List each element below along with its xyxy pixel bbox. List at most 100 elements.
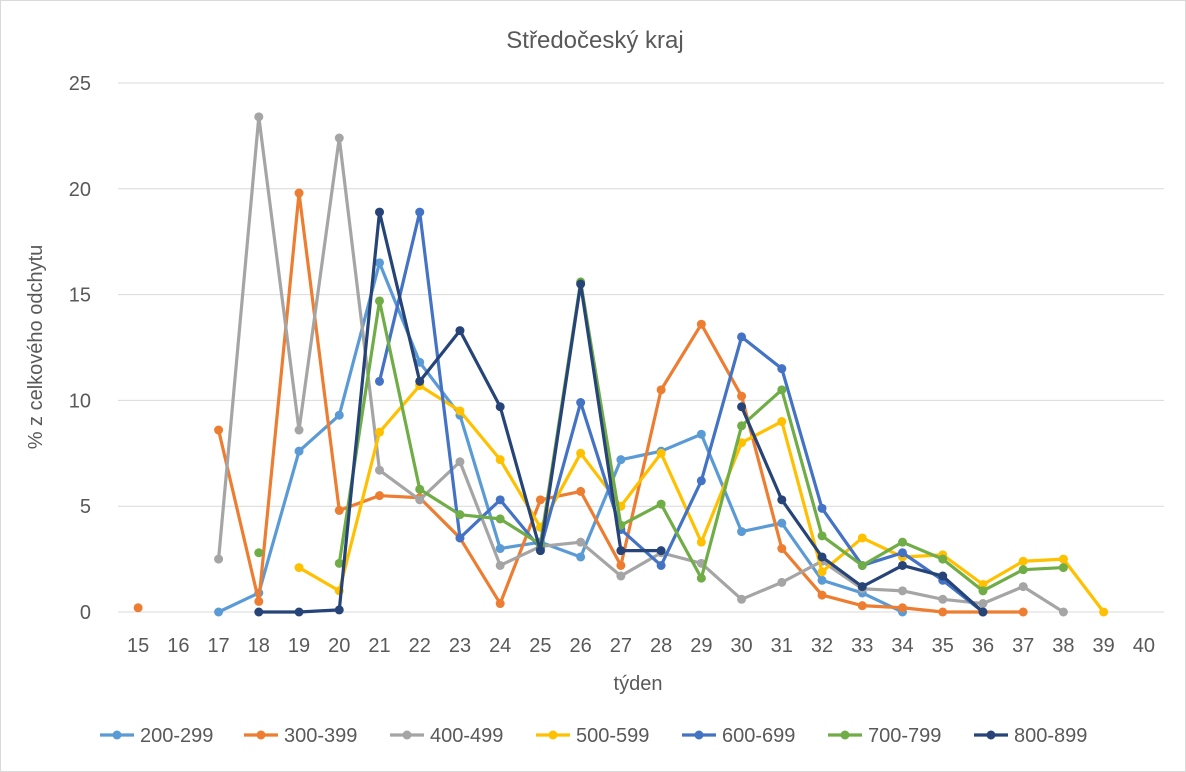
- data-point-600-699-34: [898, 548, 907, 558]
- legend-item-300-399: 300-399: [244, 725, 357, 747]
- x-tick-label: 22: [409, 635, 431, 657]
- legend-item-400-499: 400-499: [390, 725, 503, 747]
- data-point-700-799-24: [495, 514, 505, 524]
- x-tick-label: 21: [368, 635, 390, 657]
- legend-item-700-799: 700-799: [828, 725, 941, 747]
- legend-swatch-marker: [256, 730, 266, 740]
- data-point-400-499-37: [1018, 582, 1028, 592]
- data-point-300-399-37: [1018, 607, 1028, 617]
- data-point-800-899-36: [978, 607, 988, 617]
- x-tick-label: 40: [1133, 635, 1155, 657]
- data-point-400-499-34: [898, 586, 907, 596]
- legend-label: 800-899: [1014, 725, 1087, 747]
- x-tick-label: 31: [771, 635, 793, 657]
- data-point-700-799-18: [254, 548, 264, 558]
- legend-label: 200-299: [140, 725, 213, 747]
- data-point-700-799-20: [334, 558, 344, 568]
- data-point-600-699-29: [696, 476, 706, 486]
- chart-title: Středočeský kraj: [506, 27, 683, 54]
- data-point-300-399-21: [375, 491, 384, 501]
- data-point-700-799-34: [898, 537, 907, 547]
- data-point-300-399-15: [133, 603, 143, 613]
- data-point-700-799-21: [375, 296, 384, 306]
- data-point-800-899-24: [495, 402, 505, 412]
- series-line-600-699: [377, 210, 985, 614]
- data-point-300-399-24: [495, 599, 505, 609]
- data-point-800-899-20: [334, 605, 344, 615]
- data-point-300-399-29: [696, 319, 706, 329]
- data-point-800-899-18: [254, 607, 264, 617]
- data-point-700-799-35: [938, 554, 948, 564]
- data-point-600-699-22: [415, 207, 425, 217]
- data-point-200-299-21: [375, 258, 384, 268]
- data-point-700-799-33: [857, 560, 867, 570]
- x-tick-label: 16: [167, 635, 189, 657]
- data-point-500-599-36: [978, 579, 988, 589]
- data-point-300-399-18: [254, 596, 264, 606]
- x-tick-label: 19: [288, 635, 310, 657]
- data-point-200-299-32: [817, 575, 827, 585]
- data-point-400-499-38: [1058, 607, 1068, 617]
- x-tick-label: 32: [811, 635, 833, 657]
- legend-item-800-899: 800-899: [974, 725, 1087, 747]
- data-point-200-299-22: [415, 357, 425, 367]
- data-point-400-499-24: [495, 560, 505, 570]
- data-point-300-399-34: [898, 603, 907, 613]
- x-axis-label: týden: [614, 673, 663, 695]
- data-point-300-399-19: [294, 188, 304, 198]
- data-point-400-499-35: [938, 594, 948, 604]
- data-point-400-499-22: [415, 495, 425, 505]
- data-point-800-899-32: [817, 552, 827, 562]
- legend-label: 500-599: [576, 725, 649, 747]
- data-point-800-899-22: [415, 376, 425, 386]
- legend-swatch-marker: [986, 730, 996, 740]
- x-axis-ticks: 15 16 17 18 19 20 21 22 23 24 25 26 27 28 29 30 31 32 33 34…: [127, 635, 1155, 657]
- data-point-500-599-26: [576, 448, 586, 458]
- data-point-300-399-20: [334, 505, 344, 515]
- data-point-400-499-26: [576, 537, 586, 547]
- data-point-800-899-19: [294, 607, 304, 617]
- data-point-500-599-39: [1099, 607, 1109, 617]
- y-tick-label: 10: [69, 390, 91, 412]
- data-point-400-499-20: [334, 133, 344, 143]
- x-tick-label: 18: [248, 635, 270, 657]
- data-point-800-899-27: [616, 546, 626, 556]
- data-point-800-899-33: [857, 582, 867, 592]
- data-point-200-299-24: [495, 544, 505, 554]
- legend-label: 300-399: [284, 725, 357, 747]
- data-point-800-899-26: [576, 279, 586, 289]
- y-tick-label: 20: [69, 179, 91, 201]
- data-point-700-799-37: [1018, 565, 1028, 575]
- data-point-700-799-32: [817, 531, 827, 541]
- data-point-500-599-23: [455, 406, 465, 416]
- data-point-300-399-35: [938, 607, 948, 617]
- data-point-500-599-33: [857, 533, 867, 543]
- legend-item-600-699: 600-699: [682, 725, 795, 747]
- data-point-300-399-33: [857, 601, 867, 611]
- data-point-600-699-26: [576, 398, 586, 408]
- data-point-500-599-29: [696, 537, 706, 547]
- data-point-300-399-31: [777, 544, 787, 554]
- data-point-200-299-20: [334, 410, 344, 420]
- data-point-200-299-31: [777, 518, 787, 528]
- x-tick-label: 38: [1052, 635, 1074, 657]
- data-point-700-799-36: [978, 586, 988, 596]
- data-point-400-499-36: [978, 599, 988, 609]
- x-tick-label: 28: [650, 635, 672, 657]
- data-point-300-399-27: [616, 560, 626, 570]
- x-tick-label: 24: [489, 635, 511, 657]
- x-tick-label: 30: [730, 635, 752, 657]
- data-point-600-699-21: [375, 376, 384, 386]
- legend: 200-299 300-399 400-499 500-599 600-699 700-7…: [100, 725, 1087, 747]
- data-point-500-599-19: [294, 563, 304, 573]
- data-point-500-599-31: [777, 417, 787, 427]
- data-point-200-299-17: [214, 607, 224, 617]
- data-point-200-299-29: [696, 429, 706, 439]
- data-point-800-899-23: [455, 326, 465, 336]
- y-tick-label: 25: [69, 73, 91, 95]
- data-point-400-499-30: [737, 594, 747, 604]
- legend-item-200-299: 200-299: [100, 725, 213, 747]
- x-tick-label: 29: [690, 635, 712, 657]
- data-point-200-299-27: [616, 455, 626, 465]
